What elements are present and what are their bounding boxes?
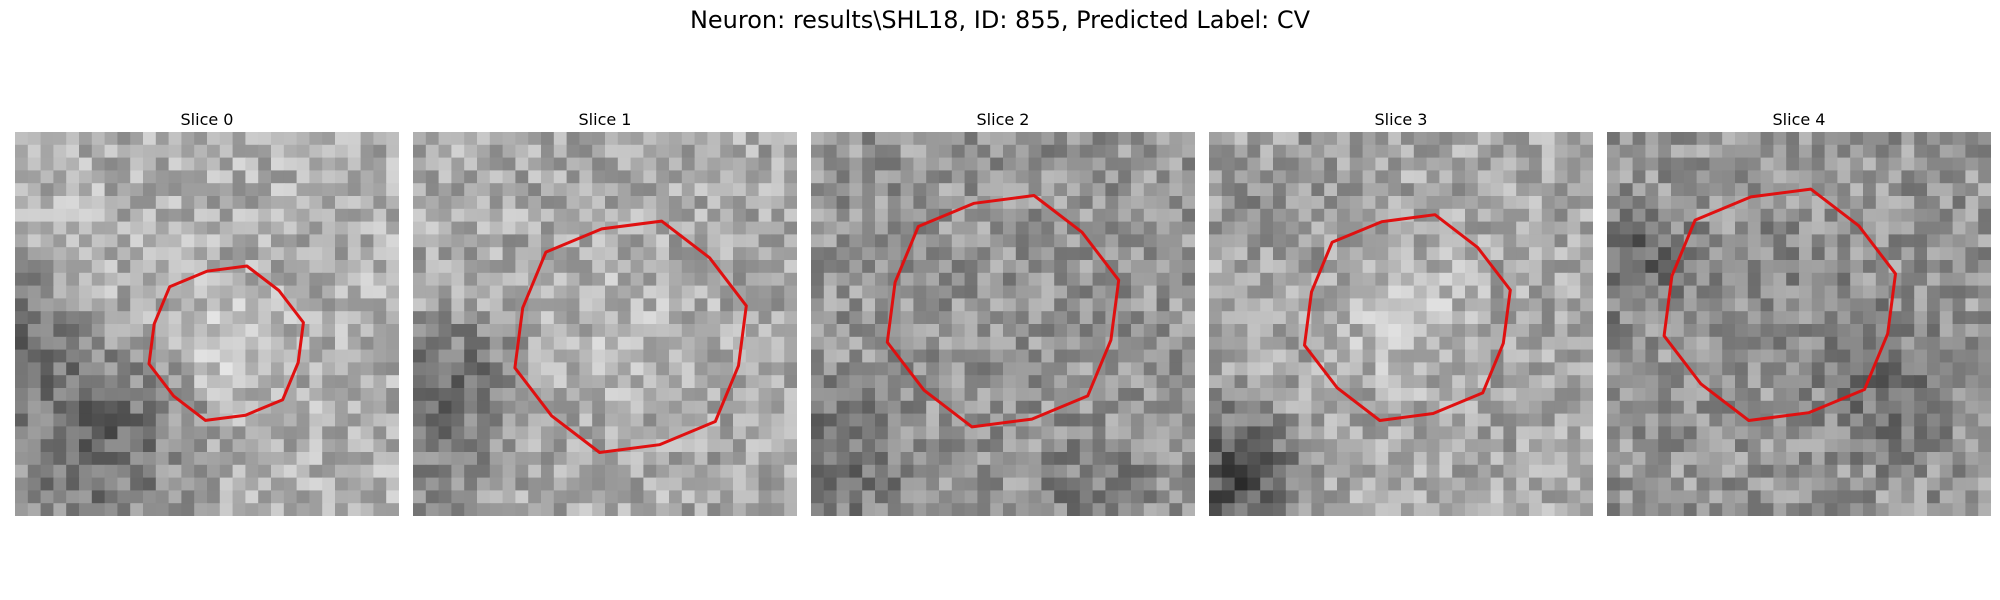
slice-image-0	[15, 132, 399, 516]
slice-image-3	[1209, 132, 1593, 516]
slice-panel-0: Slice 0	[15, 108, 399, 516]
slice-panel-4: Slice 4	[1607, 108, 1991, 516]
figure-title: Neuron: results\SHL18, ID: 855, Predicte…	[689, 6, 1311, 34]
slice-panel-1: Slice 1	[413, 108, 797, 516]
pixel-grid	[1209, 132, 1593, 516]
cell-contour	[1662, 187, 1897, 422]
cell-contour	[885, 194, 1121, 429]
slice-title-3: Slice 3	[1374, 110, 1428, 129]
cell-contour	[1303, 213, 1512, 422]
cell-contour	[147, 264, 305, 422]
slice-title-1: Slice 1	[578, 110, 632, 129]
pixel-grid	[15, 132, 399, 516]
slice-image-1	[413, 132, 797, 516]
pixel-grid	[413, 132, 797, 516]
pixel-grid	[811, 132, 1195, 516]
slice-panel-2: Slice 2	[811, 108, 1195, 516]
slice-panel-3: Slice 3	[1209, 108, 1593, 516]
pixel-grid	[1607, 132, 1991, 516]
cell-contour	[513, 219, 748, 454]
slice-title-0: Slice 0	[180, 110, 234, 129]
slice-title-4: Slice 4	[1772, 110, 1826, 129]
slice-image-2	[811, 132, 1195, 516]
slice-title-2: Slice 2	[976, 110, 1030, 129]
slice-image-4	[1607, 132, 1991, 516]
